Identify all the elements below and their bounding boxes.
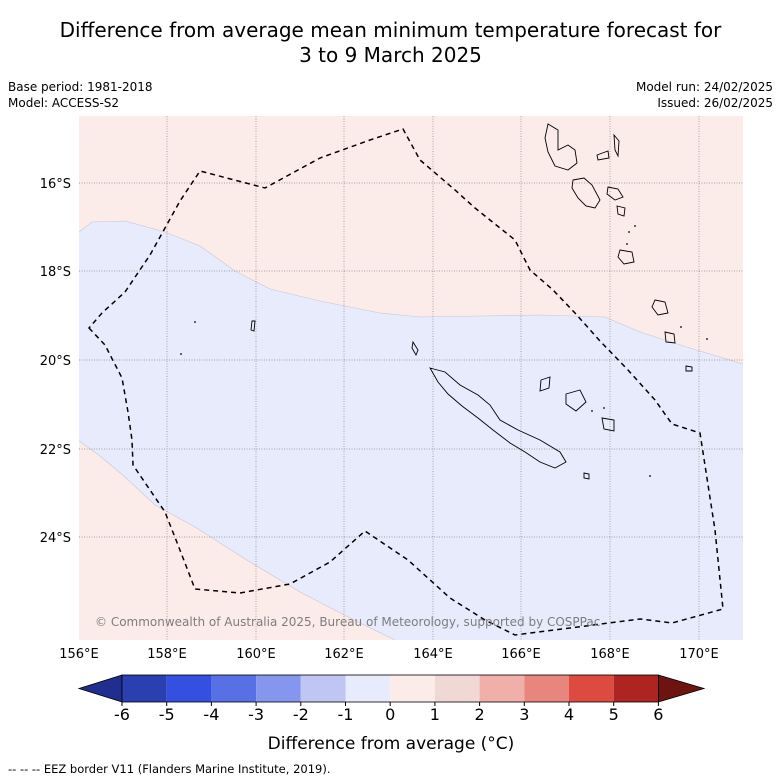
colorbar-tick-label: -3 — [248, 705, 264, 724]
colorbar-tick-label: 4 — [564, 705, 574, 724]
islet — [706, 338, 708, 340]
pentecost-island — [613, 133, 620, 158]
colorbar-bin — [524, 675, 569, 702]
colorbar-bin — [345, 675, 391, 702]
isle-of-pines — [583, 472, 590, 480]
colorbar-bin — [613, 675, 659, 702]
issued-date: Issued: 26/02/2025 — [657, 96, 773, 110]
new-caledonia-main-island — [429, 367, 567, 469]
efate-island — [617, 249, 635, 265]
colorbar-bin — [569, 675, 614, 702]
islet — [628, 231, 630, 233]
islet — [180, 353, 182, 355]
islet — [591, 410, 593, 412]
anomaly-contour-north — [79, 220, 743, 365]
cool-anomaly-area — [79, 221, 743, 640]
malakula-island — [571, 177, 601, 209]
islet — [626, 243, 628, 245]
lon-label-168e: 168°E — [590, 647, 630, 662]
meta-left: Base period: 1981-2018 Model: ACCESS-S2 — [8, 79, 153, 111]
colorbar-bin — [256, 675, 301, 702]
lon-label-160e: 160°E — [236, 647, 276, 662]
islet — [603, 407, 605, 409]
lon-label-156e: 156°E — [59, 647, 99, 662]
colorbar-extension-low — [77, 674, 123, 703]
colorbar-tick-label: 3 — [519, 705, 529, 724]
lon-label-158e: 158°E — [147, 647, 187, 662]
colorbar-tick-label: 2 — [475, 705, 485, 724]
anomaly-contour-south — [79, 440, 396, 640]
graticule — [79, 116, 743, 640]
islet — [634, 225, 636, 227]
lifou-island — [565, 389, 587, 412]
map-panel: © Commonwealth of Australia 2025, Bureau… — [79, 116, 743, 640]
chart-title: Difference from average mean minimum tem… — [0, 18, 781, 68]
espiritu-santo-island — [544, 123, 578, 171]
colorbar-tick-label: 6 — [653, 705, 663, 724]
ouvea-island — [539, 376, 551, 392]
colorbar-label: Difference from average (°C) — [268, 734, 515, 754]
lat-label-20s: 20°S — [40, 354, 71, 369]
colorbar-bin — [434, 675, 480, 702]
erromango-island — [651, 299, 669, 316]
colorbar-tick-label: -1 — [338, 705, 354, 724]
eez-border — [87, 128, 724, 636]
colorbar-bin — [166, 675, 212, 702]
tanna-island — [664, 331, 676, 344]
model-run: Model run: 24/02/2025 — [635, 80, 773, 94]
colorbar-tick-label: -6 — [114, 705, 130, 724]
lon-label-164e: 164°E — [413, 647, 453, 662]
lon-label-162e: 162°E — [324, 647, 364, 662]
longitude-labels: 156°E 158°E 160°E 162°E 164°E 166°E 168°… — [59, 647, 719, 662]
colorbar-bin — [479, 675, 525, 702]
lat-label-24s: 24°S — [40, 531, 71, 546]
chesterfield-islet — [250, 320, 256, 332]
latitude-labels: 16°S 18°S 20°S 22°S 24°S — [40, 177, 71, 546]
lat-label-18s: 18°S — [40, 265, 71, 280]
small-islets — [180, 225, 708, 477]
epi-island — [616, 205, 626, 217]
colorbar-bin — [122, 675, 167, 702]
colorbar-tick-label: -4 — [203, 705, 219, 724]
islet — [680, 326, 682, 328]
aneityum-island — [685, 365, 693, 372]
base-period: Base period: 1981-2018 — [8, 80, 153, 94]
colorbar-bin — [211, 675, 257, 702]
maewo-island — [596, 150, 610, 161]
colorbar-tick-label: 5 — [609, 705, 619, 724]
belep-islands — [411, 340, 419, 357]
colorbar-bin — [300, 675, 346, 702]
colorbar-tick-label: 1 — [430, 705, 440, 724]
copyright-text: © Commonwealth of Australia 2025, Bureau… — [95, 615, 600, 629]
mare-island — [601, 417, 615, 432]
lat-label-22s: 22°S — [40, 443, 71, 458]
colorbar-bin — [390, 675, 435, 702]
lat-label-16s: 16°S — [40, 177, 71, 192]
lon-label-166e: 166°E — [501, 647, 541, 662]
islet — [194, 321, 196, 323]
title-line-2: 3 to 9 March 2025 — [299, 43, 482, 67]
colorbar-tick-label: -5 — [159, 705, 175, 724]
colorbar-tick-label: -2 — [293, 705, 309, 724]
lon-label-170e: 170°E — [679, 647, 719, 662]
colorbar-tick-label: 0 — [385, 705, 395, 724]
model-name: Model: ACCESS-S2 — [8, 96, 120, 110]
ambrym-island — [606, 186, 624, 201]
islet — [649, 475, 651, 477]
meta-right: Model run: 24/02/2025 Issued: 26/02/2025 — [636, 79, 773, 111]
colorbar: -6 -5 -4 -3 -2 -1 0 1 2 3 4 5 6 — [77, 674, 706, 724]
title-line-1: Difference from average mean minimum tem… — [59, 18, 722, 42]
eez-legend: -- -- -- EEZ border V11 (Flanders Marine… — [8, 762, 331, 776]
colorbar-extension-high — [658, 674, 706, 703]
coastlines — [250, 123, 693, 480]
